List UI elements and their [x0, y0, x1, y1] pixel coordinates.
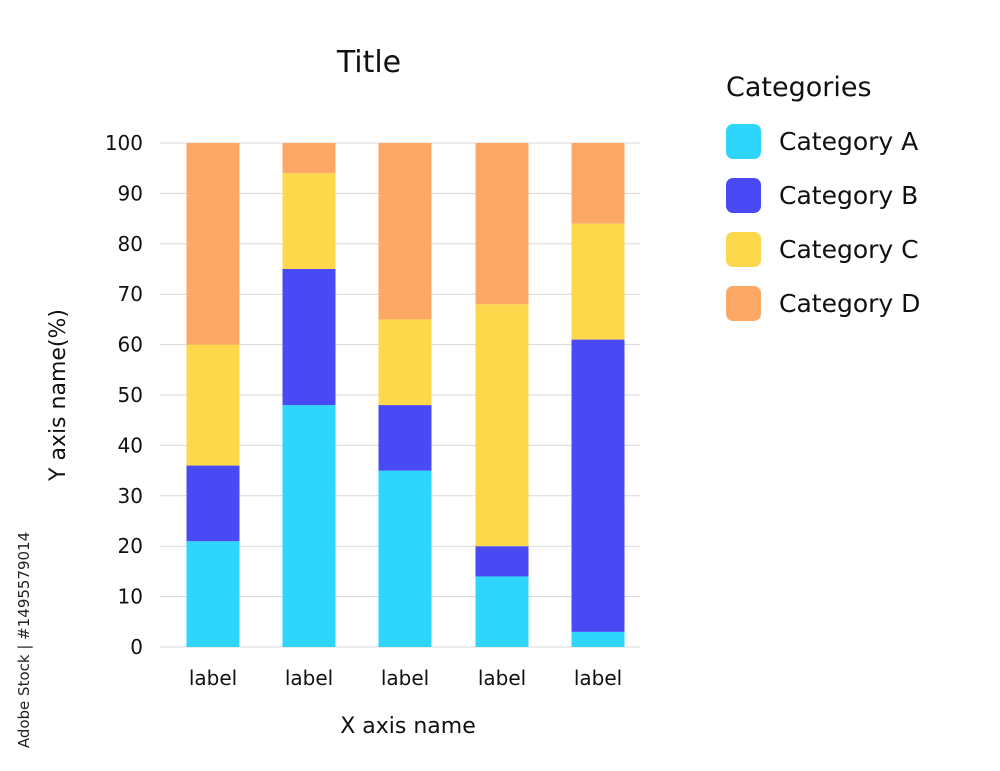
x-tick-label: label: [478, 666, 526, 690]
legend-item: Category B: [726, 178, 918, 213]
y-tick-labels: 0 10 20 30 40 50 60 70 80 90 100: [105, 131, 143, 659]
y-tick-label: 20: [118, 534, 143, 558]
legend-item: Category C: [726, 232, 919, 267]
bar-segment: [282, 143, 336, 174]
y-tick-label: 30: [118, 484, 143, 508]
bar-segment: [282, 173, 336, 269]
x-tick-label: label: [189, 666, 237, 690]
y-tick-label: 0: [130, 635, 143, 659]
y-tick-label: 90: [118, 181, 143, 205]
legend-item: Category A: [726, 124, 918, 159]
bar-segment: [378, 143, 432, 320]
y-tick-label: 40: [118, 433, 143, 457]
legend-swatch: [726, 124, 761, 159]
legend-label: Category B: [779, 181, 918, 210]
legend-label: Category A: [779, 127, 918, 156]
bars: [186, 143, 625, 647]
bar-segment: [186, 541, 240, 647]
legend-item: Category D: [726, 286, 920, 321]
bar-segment: [571, 631, 625, 647]
legend-label: Category D: [779, 289, 920, 318]
bar-segment: [378, 470, 432, 647]
bar-segment: [475, 576, 529, 647]
x-tick-label: label: [285, 666, 333, 690]
y-tick-label: 60: [118, 333, 143, 357]
y-tick-label: 80: [118, 232, 143, 256]
y-tick-label: 100: [105, 131, 143, 155]
bar-segment: [186, 143, 240, 345]
bar-segment: [475, 304, 529, 547]
y-axis-title: Y axis name(%): [46, 309, 71, 482]
bar-segment: [475, 143, 529, 305]
legend: Category A Category B Category C Category D: [726, 124, 920, 321]
x-tick-labels: label label label label label: [189, 666, 622, 690]
watermark-text: Adobe Stock | #1495579014: [15, 532, 33, 748]
legend-swatch: [726, 178, 761, 213]
y-tick-label: 70: [118, 282, 143, 306]
chart-title: Title: [336, 45, 401, 80]
y-tick-label: 10: [118, 585, 143, 609]
legend-label: Category C: [779, 235, 919, 264]
bar-segment: [282, 269, 336, 406]
legend-title: Categories: [726, 72, 872, 103]
legend-swatch: [726, 232, 761, 267]
x-tick-label: label: [574, 666, 622, 690]
x-axis-title: X axis name: [340, 714, 476, 739]
bar-segment: [378, 319, 432, 406]
bar-segment: [475, 546, 529, 577]
legend-swatch: [726, 286, 761, 321]
bar-segment: [571, 223, 625, 340]
bar-segment: [282, 405, 336, 647]
bar-segment: [186, 344, 240, 466]
bar-segment: [378, 405, 432, 471]
bar-segment: [571, 339, 625, 632]
x-tick-label: label: [381, 666, 429, 690]
y-tick-label: 50: [118, 383, 143, 407]
bar-segment: [571, 143, 625, 224]
bar-segment: [186, 465, 240, 542]
